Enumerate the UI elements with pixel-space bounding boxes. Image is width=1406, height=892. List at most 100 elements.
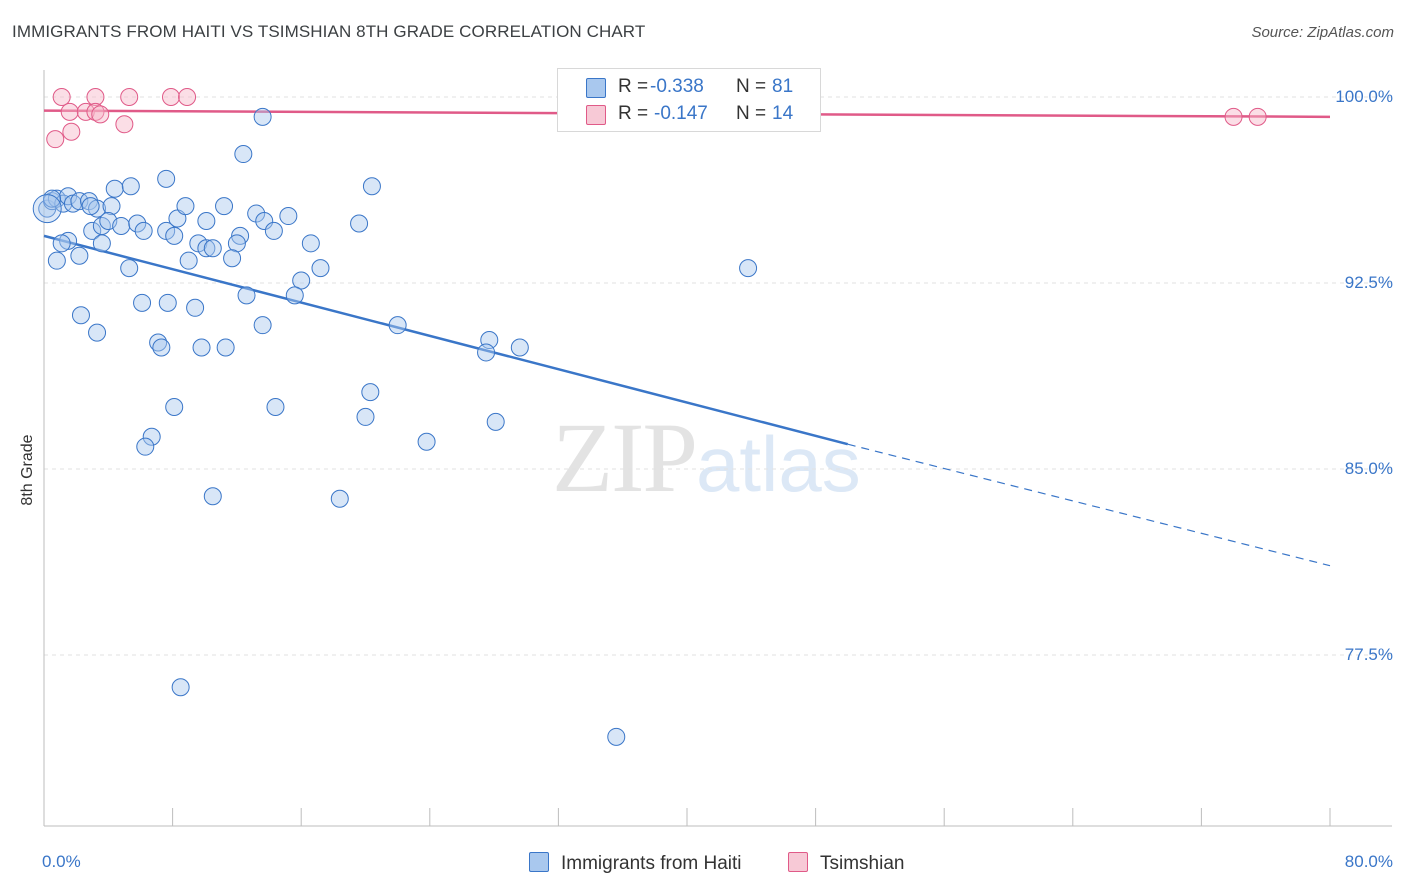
- point-haiti: [192, 338, 211, 357]
- y-tick-label: 100.0%: [1335, 87, 1393, 106]
- point-haiti: [52, 234, 71, 253]
- point-haiti: [81, 197, 100, 216]
- point-haiti: [105, 179, 124, 198]
- point-tsimshian: [120, 88, 139, 106]
- axes: [43, 70, 1392, 827]
- point-tsimshian: [178, 88, 197, 106]
- point-tsimshian: [91, 105, 110, 124]
- point-tsimshian: [161, 88, 180, 106]
- legend-r-label: R =: [618, 76, 649, 97]
- point-haiti: [285, 286, 304, 305]
- point-haiti: [417, 432, 436, 451]
- point-haiti: [510, 338, 529, 357]
- data-points: [32, 88, 1267, 746]
- point-haiti: [157, 169, 176, 188]
- point-haiti: [253, 316, 272, 335]
- point-haiti: [234, 145, 253, 164]
- point-haiti: [739, 259, 758, 278]
- bottom-legend-label-tsimshian: Tsimshian: [820, 853, 905, 874]
- watermark: ZIPatlas: [552, 400, 861, 515]
- legend-n-label: N =: [736, 76, 767, 97]
- point-haiti: [223, 249, 242, 268]
- point-haiti: [292, 271, 311, 290]
- point-haiti: [120, 259, 139, 278]
- point-haiti: [83, 221, 102, 240]
- legend-r-label: R =: [618, 103, 649, 124]
- trend-lines: [43, 109, 1331, 567]
- legend-r-value-haiti: -0.338: [650, 76, 704, 97]
- x-tick-label: 0.0%: [42, 852, 81, 871]
- point-haiti: [88, 323, 107, 342]
- point-haiti: [279, 207, 298, 226]
- trend-line-0: [43, 234, 849, 446]
- legend-row-haiti: R = -0.338 N = 81: [558, 74, 820, 100]
- point-haiti-cluster: [32, 194, 62, 224]
- point-haiti: [301, 234, 320, 253]
- legend-n-value-tsimshian: 14: [772, 103, 794, 124]
- watermark-zip: ZIP: [552, 402, 698, 513]
- legend-n-label: N =: [736, 103, 767, 124]
- point-tsimshian: [115, 115, 134, 134]
- point-haiti: [92, 234, 111, 253]
- bottom-legend-swatch-haiti: [529, 852, 549, 872]
- bottom-legend-label-haiti: Immigrants from Haiti: [561, 853, 742, 874]
- chart-title: IMMIGRANTS FROM HAITI VS TSIMSHIAN 8TH G…: [12, 22, 646, 41]
- point-haiti: [227, 234, 246, 253]
- point-haiti: [255, 212, 274, 230]
- point-tsimshian: [46, 130, 65, 149]
- point-haiti: [253, 107, 272, 126]
- source-credit: Source: ZipAtlas.com: [1251, 24, 1394, 41]
- point-haiti: [356, 407, 375, 426]
- x-tick-label: 80.0%: [1344, 852, 1393, 871]
- point-haiti: [607, 727, 626, 746]
- point-haiti: [330, 489, 349, 508]
- point-haiti: [176, 197, 195, 216]
- bottom-legend-haiti: Immigrants from Haiti: [529, 852, 742, 875]
- legend-swatch-haiti: [586, 78, 606, 98]
- point-haiti: [152, 338, 171, 357]
- point-tsimshian: [76, 102, 95, 121]
- point-tsimshian: [62, 122, 81, 141]
- point-haiti: [165, 398, 184, 416]
- y-tick-label: 85.0%: [1344, 459, 1393, 478]
- watermark-atlas: atlas: [696, 420, 861, 508]
- point-haiti: [134, 221, 153, 240]
- point-haiti: [149, 333, 168, 352]
- legend-swatch-tsimshian: [586, 105, 606, 125]
- point-haiti: [362, 177, 381, 196]
- point-haiti: [128, 214, 147, 233]
- point-tsimshian: [1248, 107, 1267, 126]
- point-haiti: [165, 226, 184, 245]
- point-haiti: [264, 221, 283, 240]
- point-haiti: [311, 259, 330, 278]
- point-haiti: [158, 293, 177, 312]
- point-haiti: [102, 197, 121, 216]
- point-haiti: [142, 427, 161, 446]
- legend-n-value-haiti: 81: [772, 76, 794, 97]
- point-haiti: [112, 216, 131, 235]
- point-haiti: [70, 192, 89, 211]
- bottom-legend-tsimshian: Tsimshian: [788, 852, 904, 875]
- point-haiti: [70, 246, 89, 265]
- point-haiti: [215, 197, 234, 216]
- point-haiti: [171, 678, 190, 697]
- point-haiti: [237, 286, 256, 305]
- legend-row-tsimshian: R = -0.147 N = 14: [558, 101, 820, 127]
- legend-r-value-tsimshian: -0.147: [654, 103, 708, 124]
- point-haiti: [216, 338, 235, 357]
- point-haiti: [486, 412, 505, 431]
- point-haiti: [203, 487, 222, 506]
- y-tick-label: 77.5%: [1344, 645, 1393, 664]
- point-haiti: [136, 437, 155, 456]
- trend-line-extension-0: [847, 443, 1331, 567]
- point-tsimshian: [60, 102, 79, 121]
- correlation-legend: R = -0.338 N = 81 R = -0.147 N = 14: [557, 68, 821, 132]
- point-haiti: [179, 251, 198, 270]
- point-tsimshian: [52, 88, 71, 106]
- point-haiti: [361, 383, 380, 402]
- point-haiti: [197, 239, 216, 258]
- point-haiti: [121, 177, 140, 196]
- point-haiti: [350, 214, 369, 233]
- point-tsimshian: [1224, 107, 1243, 126]
